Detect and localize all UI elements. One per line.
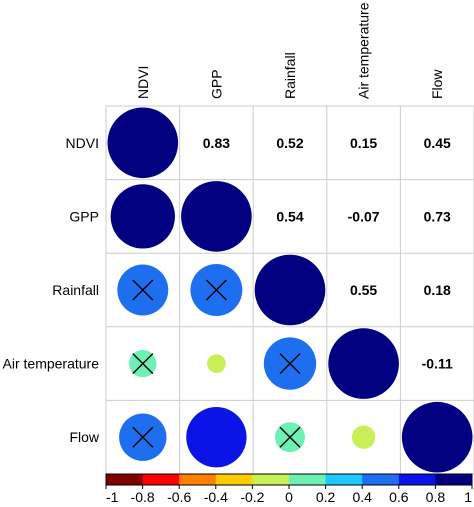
correlation-coefficient-label: 0.54 [276,208,303,224]
correlation-circle-gpp-ndvi [110,184,175,249]
row-label-air-temperature: Air temperature [3,356,100,372]
circle-layer [107,107,473,473]
correlation-coefficient-label: 0.45 [424,135,451,151]
colorbar-segment [289,474,326,485]
correlation-circle-air-temperature-air-temperature [328,328,399,399]
row-label-ndvi: NDVI [66,135,99,151]
insignificant-cross-mark [132,279,154,301]
correlation-coefficient-label: 0.18 [424,282,451,298]
colorbar-segment [325,474,363,485]
correlation-coefficient-label: 0.83 [203,135,230,151]
coefficient-layer: 0.83 0.52 0.15 0.45 0.54 -0.07 0.73 0.55 0.18 -0.… [203,135,453,372]
correlation-coefficient-label: 0.73 [424,208,451,224]
colorbar-segment [215,474,253,485]
column-label-rainfall: Rainfall [282,52,298,99]
colorbar-tick-label: 0.6 [389,489,409,505]
color-legend: -1 -0.8 -0.6 -0.4 -0.2 0 0.2 0.4 0.6 0.8 1 [105,473,473,505]
column-label-gpp: GPP [208,69,224,99]
row-labels: NDVI GPP Rainfall Air temperature Flow [3,135,100,445]
colorbar-tick-label: 0.8 [426,489,446,505]
correlation-circle-flow-flow [401,401,473,473]
correlation-circle-gpp-gpp [181,181,252,252]
colorbar-segment [362,474,400,485]
colorbar-tick-label: -0.2 [240,489,264,505]
insignificant-cross-mark [205,279,227,301]
column-label-air-temperature: Air temperature [356,2,372,99]
colorbar-tick-label: 0 [285,489,293,505]
colorbar-tick-label: 1 [464,489,472,505]
correlation-coefficient-label: -0.07 [348,208,380,224]
colorbar-segment [435,474,473,485]
correlation-circle-rainfall-rainfall [254,254,326,326]
correlation-circle-flow-gpp [186,407,247,468]
colorbar-tick-label: -0.8 [131,489,155,505]
colorbar-tick-label: 0.2 [316,489,336,505]
correlation-circle-air-temperature-gpp [207,354,226,373]
insignificant-cross-mark [279,426,301,448]
colorbar-segment [142,474,180,485]
colorbar-tick-label: -0.4 [204,489,228,505]
row-label-rainfall: Rainfall [52,282,99,298]
colorbar-tick-label: -0.6 [167,489,191,505]
colorbar-tick-label: -1 [106,489,119,505]
insignificant-cross-mark [132,353,154,375]
correlation-coefficient-label: 0.52 [276,135,303,151]
column-label-ndvi: NDVI [135,66,151,99]
column-label-flow: Flow [429,69,445,99]
colorbar-segment [106,474,143,485]
correlation-coefficient-label: 0.55 [350,282,377,298]
colorbar-segment [398,474,436,485]
colorbar-segment [252,474,290,485]
column-labels: NDVI GPP Rainfall Air temperature Flow [135,2,445,99]
insignificant-cross-mark [132,426,154,448]
correlation-circle-flow-air-temperature [351,425,376,449]
correlation-coefficient-label: 0.15 [350,135,377,151]
colorbar-tick-label: 0.4 [352,489,372,505]
correlation-circle-ndvi-ndvi [107,107,179,179]
colorbar-segment [179,474,217,485]
insignificant-cross-mark [279,353,301,375]
correlation-coefficient-label: -0.11 [422,356,453,372]
row-label-flow: Flow [69,429,99,445]
row-label-gpp: GPP [69,208,99,224]
